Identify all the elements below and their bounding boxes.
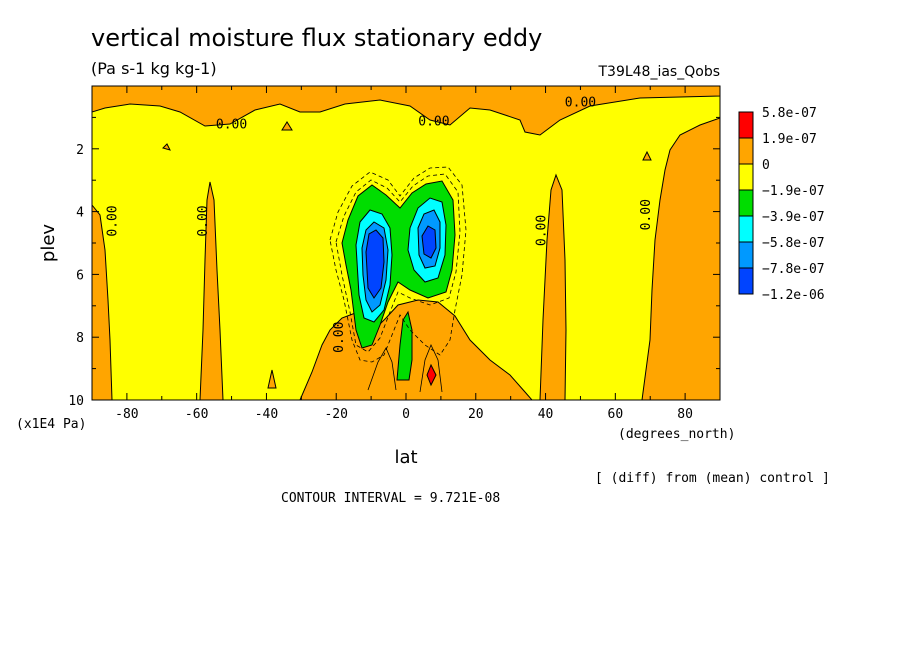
x-axis-label: lat (394, 447, 417, 468)
colorbar-swatch (738, 267, 754, 295)
colorbar-label: 0 (762, 158, 770, 173)
colorbar-swatch (738, 111, 754, 139)
dashed-contour-outer (329, 166, 467, 363)
x-tick-label: -40 (255, 407, 278, 422)
contour-speck-3 (642, 150, 652, 161)
colorbar: 5.8e-07 1.9e-07 0 −1.9e-07 −3.9e-07 −5.8e-07 −… (738, 106, 825, 303)
y-axis-label: plev (38, 224, 59, 263)
colorbar-swatch (738, 241, 754, 269)
contour-region-orange-right (641, 117, 720, 400)
colorbar-swatch (738, 189, 754, 217)
contour-region-orange-spike-left (199, 181, 224, 400)
colorbar-swatch (738, 215, 754, 243)
colorbar-label: −1.9e-07 (762, 184, 825, 199)
contour-region-orange-left (92, 204, 113, 400)
run-label: T39L48_ias_Qobs (597, 64, 720, 80)
contour-region-orange-spike-right (539, 173, 567, 400)
contour-core-darkblue-right (421, 225, 437, 259)
contour-interval: CONTOUR INTERVAL = 9.721E-08 (281, 491, 500, 506)
x-tick-label: 20 (468, 407, 484, 422)
chart-units: (Pa s-1 kg kg-1) (91, 59, 217, 78)
y-tick-label: 10 (68, 394, 84, 409)
contour-core-darkblue-left (365, 229, 385, 299)
contour-speck-2 (281, 121, 293, 131)
contour-label: 0.00 (105, 205, 120, 236)
chart-title: vertical moisture flux stationary eddy (91, 24, 542, 52)
colorbar-label: −5.8e-07 (762, 236, 825, 251)
y-tick-label: 8 (76, 331, 84, 346)
positive-contour-bottom-left (367, 347, 397, 391)
contour-label: 0.00 (332, 322, 347, 353)
y-tick-label: 2 (76, 143, 84, 158)
colorbar-swatch (738, 137, 754, 165)
colorbar-label: −7.8e-07 (762, 262, 825, 277)
contour-label: 0.00 (639, 199, 654, 230)
x-axis-ticks: -80 -60 -40 -20 0 20 40 60 80 (91, 86, 721, 422)
contour-speck-4 (162, 143, 171, 151)
colorbar-label: 1.9e-07 (762, 132, 817, 147)
contour-region-orange-top (92, 86, 720, 136)
contour-label: 0.00 (565, 96, 596, 111)
contour-speck-1 (267, 369, 277, 389)
positive-contour-bottom-right (419, 343, 443, 393)
contour-label: 0.00 (216, 118, 247, 133)
dashed-contour-inner (335, 173, 461, 353)
footnote: [ (diff) from (mean) control ] (595, 471, 830, 486)
contour-region-green-stem (396, 310, 413, 381)
x-axis-units: (degrees_north) (618, 427, 735, 442)
contour-core-red (426, 363, 437, 387)
contour-field (92, 86, 720, 400)
x-tick-label: 80 (677, 407, 693, 422)
y-axis-units: (x1E4 Pa) (16, 417, 86, 432)
x-tick-label: -20 (324, 407, 347, 422)
x-tick-label: 60 (608, 407, 624, 422)
colorbar-label: −1.2e-06 (762, 288, 825, 303)
x-tick-label: 0 (402, 407, 410, 422)
colorbar-label: −3.9e-07 (762, 210, 825, 225)
x-tick-label: -60 (185, 407, 208, 422)
contour-label: 0.00 (535, 215, 550, 246)
colorbar-swatch (738, 163, 754, 191)
contour-label: 0.00 (418, 115, 449, 130)
y-tick-label: 6 (76, 268, 84, 283)
x-tick-label: 40 (538, 407, 554, 422)
contour-labels: 0.00 0.00 0.00 0.00 0.00 0.00 0.00 0.00 (105, 96, 654, 353)
y-axis-ticks: 2 4 6 8 10 (68, 116, 720, 409)
contour-label: 0.00 (196, 205, 211, 236)
x-tick-label: -80 (115, 407, 138, 422)
colorbar-label: 5.8e-07 (762, 106, 817, 121)
y-tick-label: 4 (76, 206, 84, 221)
